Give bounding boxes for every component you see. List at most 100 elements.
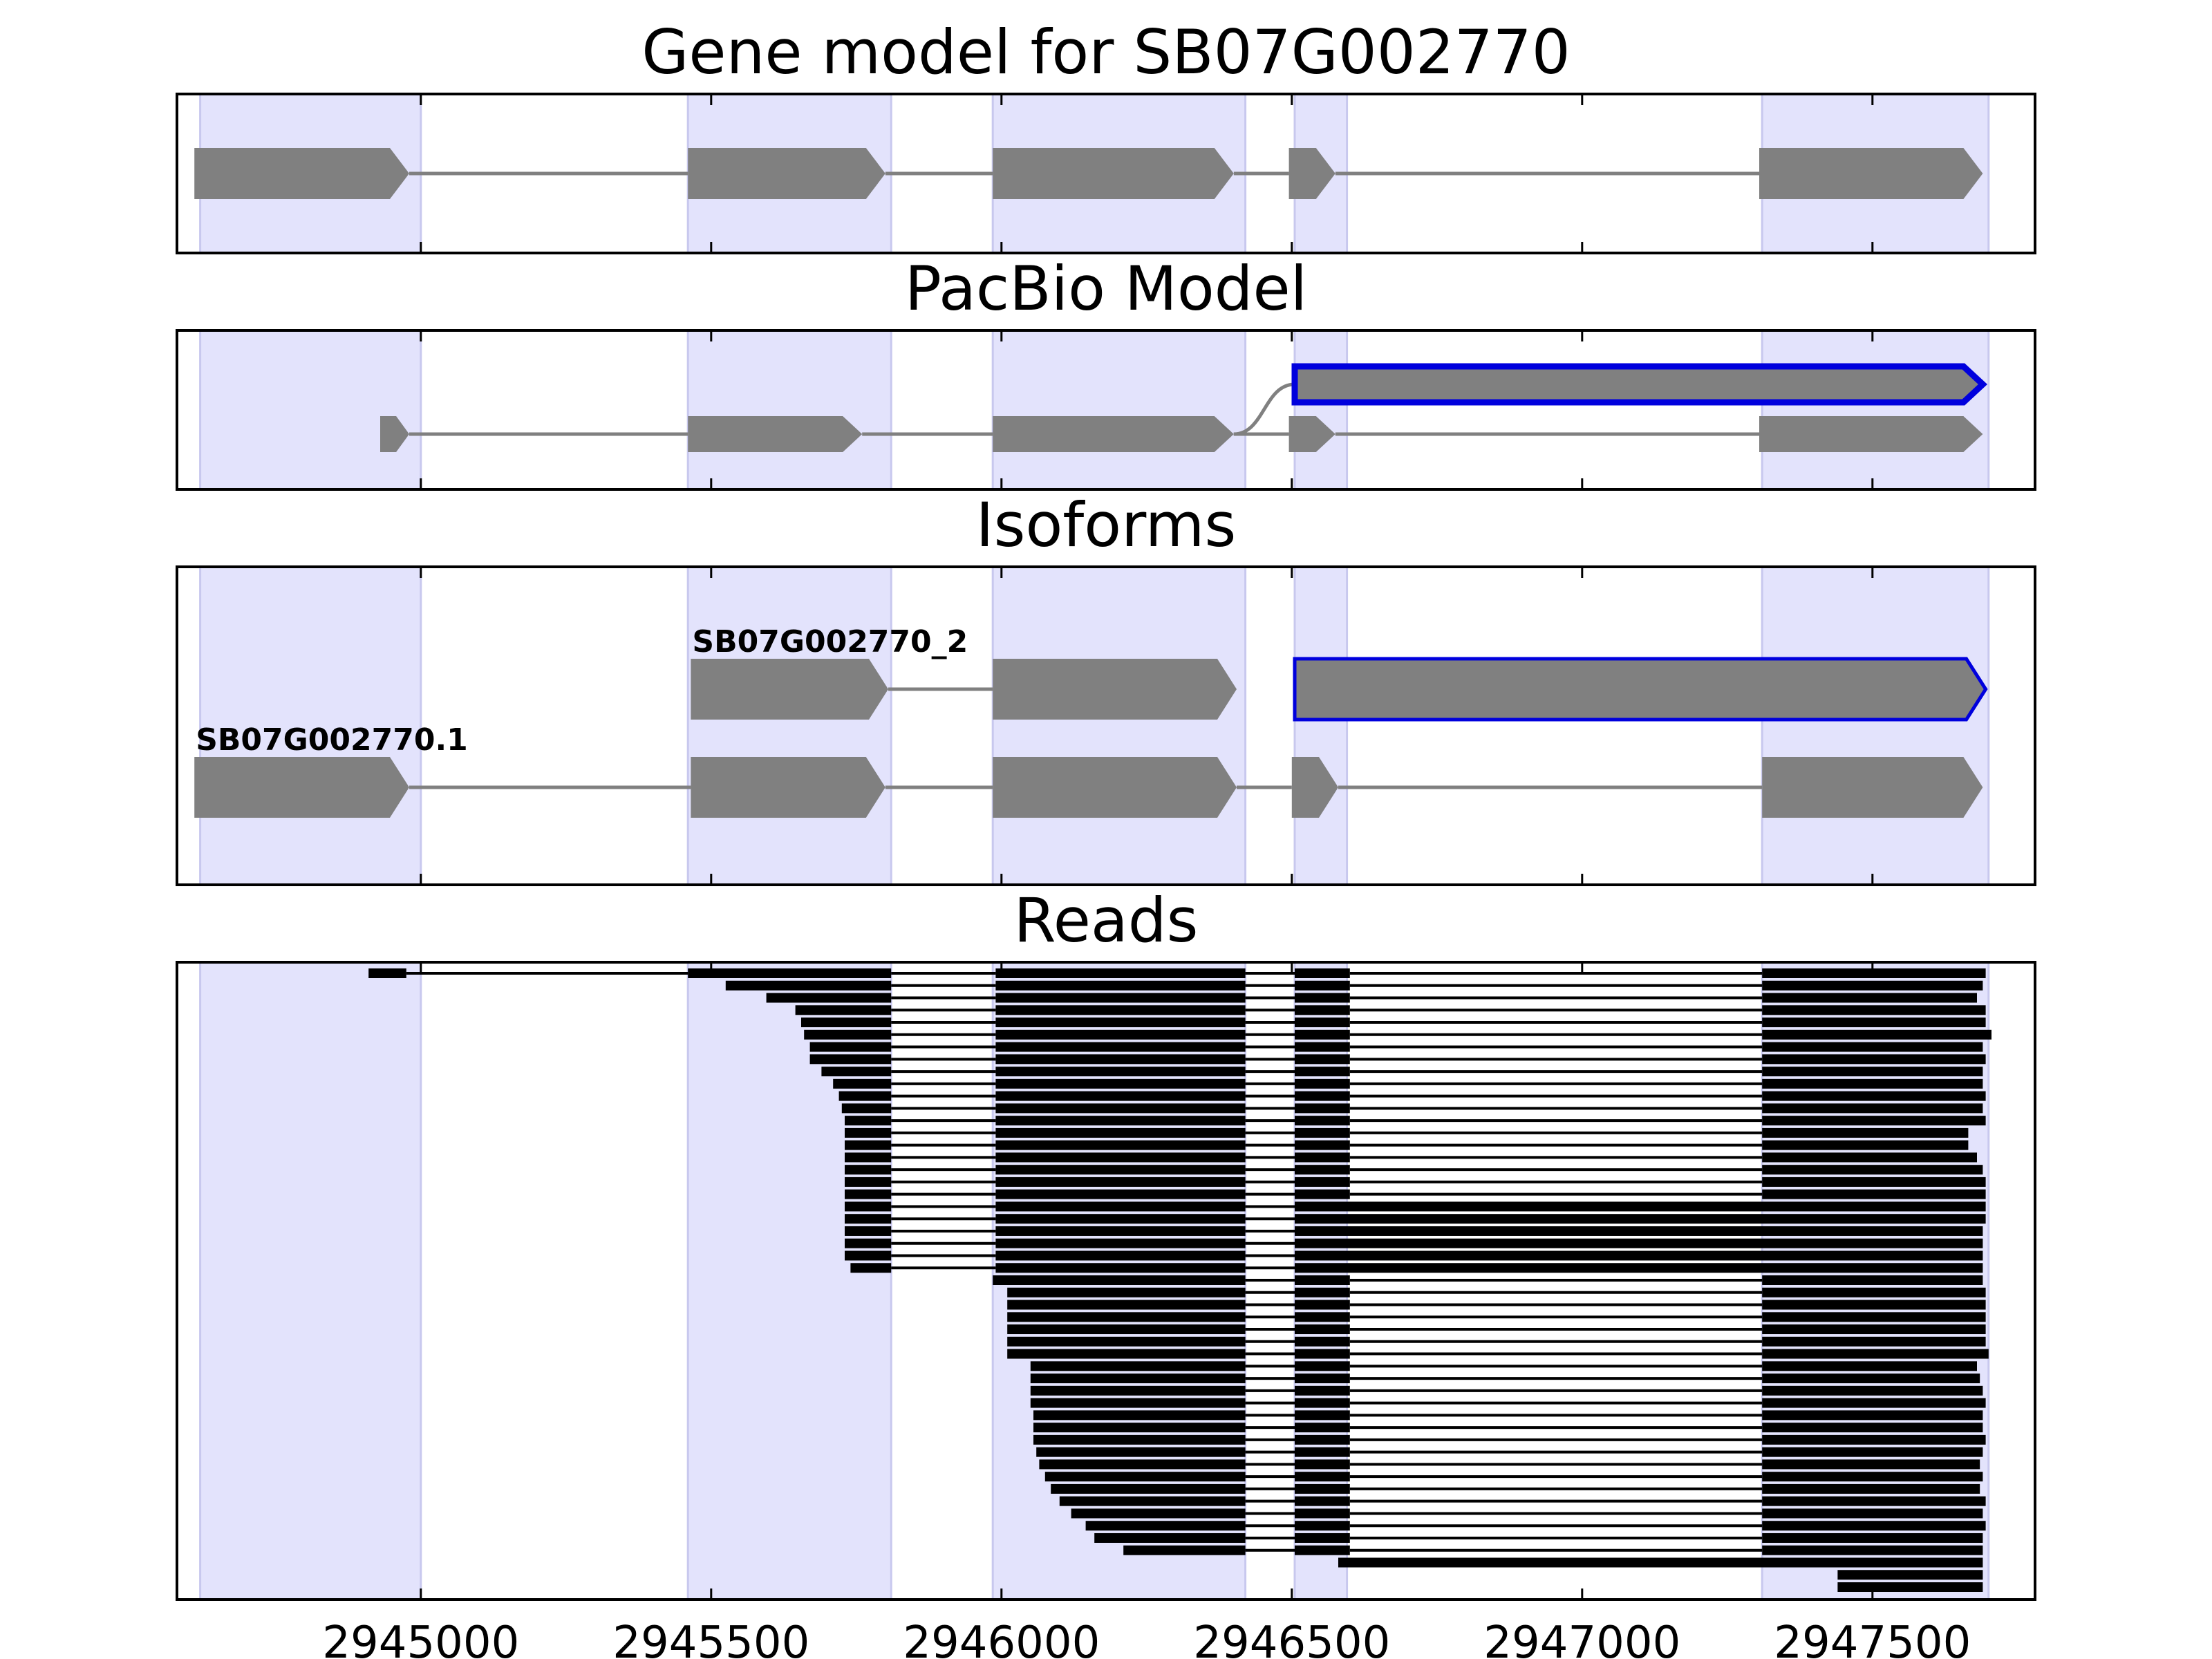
read-segment [995, 1214, 1246, 1224]
read-segment [995, 1226, 1246, 1236]
read-segment [1295, 1434, 1350, 1445]
branch-connector [1233, 382, 1295, 436]
read-segment [995, 1127, 1246, 1138]
read-segment [845, 1116, 892, 1126]
read-segment [1295, 1385, 1350, 1396]
read-segment [1295, 1483, 1350, 1494]
read-segment [995, 1263, 1246, 1273]
read-segment [995, 1116, 1246, 1126]
exon-block [691, 757, 885, 818]
read-segment [1071, 1508, 1246, 1519]
exon-shade-band [1761, 329, 1990, 491]
read-segment [1762, 1275, 1983, 1285]
read-segment [1295, 993, 1350, 1003]
read-segment [995, 1018, 1246, 1028]
read-segment [1295, 1472, 1350, 1482]
read-segment [1295, 1361, 1350, 1371]
exon-shade-band [199, 329, 422, 491]
read-segment [1762, 1324, 1986, 1335]
read-segment [1295, 1042, 1350, 1052]
read-segment [1051, 1483, 1246, 1494]
read-segment [1295, 1300, 1350, 1310]
read-segment [1033, 1423, 1246, 1433]
read-segment [1295, 1054, 1350, 1065]
read-segment [845, 1140, 892, 1150]
exon-shade-band [199, 565, 422, 886]
exon-shade-band [1293, 565, 1349, 886]
read-segment [995, 1029, 1246, 1040]
exon-block [1759, 416, 1983, 452]
read-segment [993, 1275, 1246, 1285]
isoform-label: SB07G002770.1 [196, 722, 468, 758]
read-segment [845, 1214, 892, 1224]
panel-title: Reads [1014, 885, 1199, 956]
read-segment [995, 1152, 1246, 1163]
read-segment [995, 980, 1246, 991]
highlighted-exon [1293, 657, 1988, 722]
exon-block [688, 148, 885, 199]
read-segment [1295, 980, 1350, 991]
read-segment [995, 1250, 1246, 1261]
exon-block [1759, 148, 1983, 199]
panel-title: PacBio Model [905, 253, 1307, 324]
read-segment [1762, 1374, 1980, 1384]
read-segment [1295, 1238, 1983, 1248]
exon-shade-band [991, 329, 1247, 491]
read-segment [1085, 1521, 1246, 1531]
read-segment [1762, 993, 1977, 1003]
read-segment [1295, 1263, 1983, 1273]
read-segment [1295, 1116, 1350, 1126]
read-segment [845, 1226, 892, 1236]
exon-block [993, 757, 1237, 818]
read-segment [1762, 1091, 1986, 1101]
exon-block [194, 148, 409, 199]
read-segment [850, 1263, 892, 1273]
read-segment [1762, 1472, 1983, 1482]
read-segment [809, 1054, 892, 1065]
read-segment [1295, 1275, 1350, 1285]
exon-block [1762, 757, 1983, 818]
x-tick-label: 2947000 [1483, 1618, 1680, 1659]
read-segment [821, 1067, 892, 1077]
read-segment [1044, 1472, 1246, 1482]
read-segment [795, 1005, 892, 1015]
read-segment [1295, 1324, 1350, 1335]
read-segment [1295, 1091, 1350, 1101]
read-segment [995, 968, 1246, 978]
read-segment [1762, 1410, 1983, 1421]
read-segment [845, 1127, 892, 1138]
read-segment [995, 993, 1246, 1003]
read-segment [1762, 1336, 1986, 1347]
read-segment [1295, 1410, 1350, 1421]
read-segment [368, 968, 406, 978]
read-segment [1295, 1349, 1350, 1359]
read-segment [995, 1165, 1246, 1175]
read-segment [1123, 1545, 1246, 1555]
panel-title: Gene model for SB07G002770 [641, 17, 1571, 88]
read-segment [1295, 1336, 1350, 1347]
read-segment [1762, 1423, 1983, 1433]
x-tick-label: 2945500 [612, 1618, 809, 1659]
exon-shade-band [686, 565, 892, 886]
read-segment [1295, 1005, 1350, 1015]
exon-block [1288, 416, 1335, 452]
read-segment [1762, 980, 1983, 991]
read-segment [1295, 1140, 1350, 1150]
x-tick-label: 2947500 [1774, 1618, 1971, 1659]
read-segment [1295, 1177, 1350, 1187]
read-segment [1762, 1152, 1977, 1163]
exon-shade-band [686, 329, 892, 491]
read-segment [1295, 1201, 1986, 1212]
x-tick-label: 2946000 [903, 1618, 1100, 1659]
read-segment [1295, 1250, 1983, 1261]
read-segment [1762, 968, 1986, 978]
read-segment [1036, 1447, 1246, 1457]
read-segment [1338, 1557, 1983, 1568]
read-segment [845, 1152, 892, 1163]
isoform-label: SB07G002770_2 [692, 624, 968, 659]
gene-model-panel: Gene model for SB07G002770 [176, 17, 2036, 254]
read-segment [1033, 1410, 1246, 1421]
read-segment [1295, 1029, 1350, 1040]
read-segment [1762, 1067, 1983, 1077]
